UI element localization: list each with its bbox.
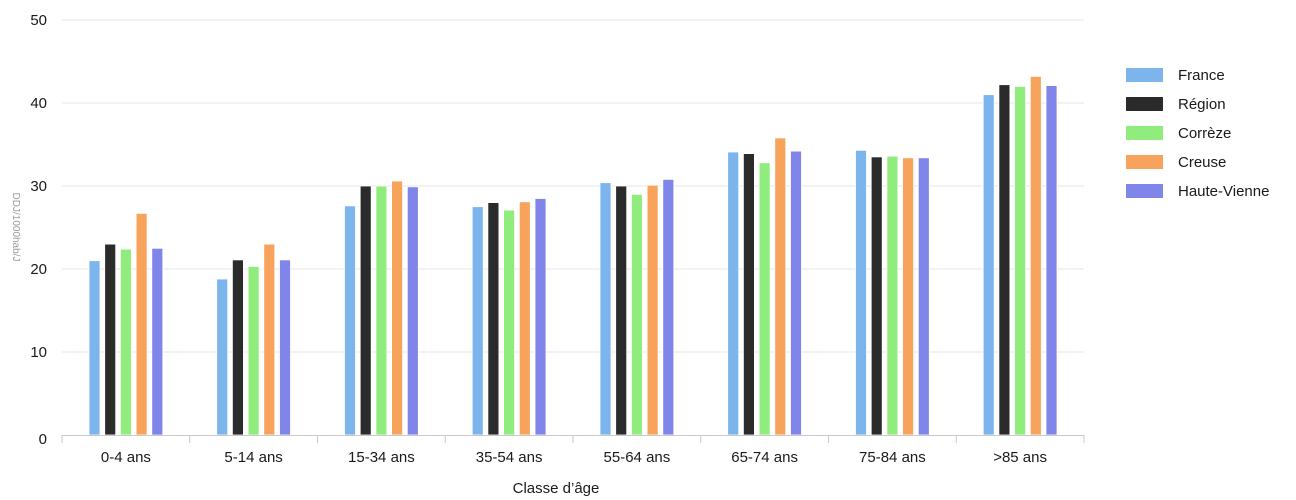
x-axis-title: Classe d’âge bbox=[513, 480, 600, 497]
legend-item[interactable]: Haute-Vienne bbox=[1126, 183, 1269, 200]
y-tick-label: 50 bbox=[30, 12, 47, 29]
bar bbox=[391, 180, 404, 436]
legend-label: Corrèze bbox=[1178, 125, 1231, 142]
x-tick-label: 35-54 ans bbox=[476, 449, 543, 466]
bar bbox=[135, 212, 148, 436]
legend-swatch bbox=[1126, 155, 1163, 169]
bar bbox=[917, 157, 930, 436]
legend-swatch bbox=[1126, 126, 1163, 140]
bar bbox=[518, 201, 531, 436]
y-tick-label: 0 bbox=[39, 431, 47, 448]
bar bbox=[471, 206, 484, 436]
bar bbox=[151, 247, 164, 436]
gridlines bbox=[62, 19, 1084, 353]
bar bbox=[774, 137, 787, 436]
bar bbox=[615, 185, 628, 436]
legend-label: Haute-Vienne bbox=[1178, 183, 1269, 200]
bar bbox=[344, 205, 356, 436]
bar bbox=[855, 149, 867, 436]
bar bbox=[104, 243, 117, 436]
x-axis-ticks: 0-4 ans 5-14 ans 15-34 ans 35-54 ans 55-64 a… bbox=[101, 449, 1047, 466]
bar bbox=[359, 185, 372, 436]
legend-item[interactable]: Corrèze bbox=[1126, 125, 1231, 142]
x-tick-label: 0-4 ans bbox=[101, 449, 151, 466]
legend-label: Région bbox=[1178, 96, 1226, 113]
legend-swatch bbox=[1126, 97, 1163, 111]
bar bbox=[662, 178, 675, 436]
y-tick-label: 10 bbox=[30, 344, 47, 361]
bar bbox=[631, 193, 643, 436]
bar bbox=[758, 162, 771, 436]
legend-swatch bbox=[1126, 184, 1163, 198]
bar bbox=[1014, 86, 1026, 436]
bar bbox=[982, 94, 995, 436]
legend-item[interactable]: France bbox=[1126, 67, 1225, 84]
bar bbox=[599, 182, 612, 436]
x-tick-label: 55-64 ans bbox=[604, 449, 671, 466]
bar bbox=[998, 84, 1011, 436]
y-tick-label: 30 bbox=[30, 178, 47, 195]
legend-item[interactable]: Région bbox=[1126, 96, 1226, 113]
bar bbox=[279, 259, 291, 436]
bar bbox=[1045, 85, 1058, 436]
legend: France Région Corrèze Creuse Haute-Vienne bbox=[1126, 67, 1269, 200]
bar bbox=[406, 186, 419, 436]
x-tick-label: >85 ans bbox=[993, 449, 1047, 466]
bar bbox=[743, 153, 755, 436]
bar bbox=[120, 248, 132, 436]
bar bbox=[902, 157, 914, 436]
legend-item[interactable]: Creuse bbox=[1126, 154, 1226, 171]
x-tick-label: 5-14 ans bbox=[224, 449, 282, 466]
bar bbox=[646, 184, 659, 436]
bar bbox=[375, 185, 388, 436]
x-axis bbox=[61, 435, 1085, 443]
bar bbox=[263, 243, 276, 436]
x-tick-label: 15-34 ans bbox=[348, 449, 415, 466]
y-axis-title: DDJ/1000hab/J bbox=[10, 193, 21, 262]
bar bbox=[503, 209, 516, 436]
y-tick-label: 20 bbox=[30, 261, 47, 278]
x-tick-label: 65-74 ans bbox=[731, 449, 798, 466]
x-tick-label: 75-84 ans bbox=[859, 449, 926, 466]
legend-label: Creuse bbox=[1178, 154, 1226, 171]
bar bbox=[247, 266, 260, 436]
legend-label: France bbox=[1178, 67, 1225, 84]
bar bbox=[534, 198, 547, 436]
legend-swatch bbox=[1126, 68, 1163, 82]
bar bbox=[790, 150, 802, 436]
bar bbox=[870, 156, 883, 436]
bar bbox=[88, 260, 101, 436]
bar bbox=[1029, 76, 1042, 436]
bars bbox=[88, 76, 1058, 436]
bar bbox=[487, 202, 500, 436]
bar bbox=[886, 155, 899, 436]
bar bbox=[216, 278, 229, 436]
bar bbox=[231, 259, 244, 436]
y-tick-label: 40 bbox=[30, 95, 47, 112]
bar bbox=[727, 151, 740, 436]
y-axis-ticks: 0 10 20 30 40 50 bbox=[30, 12, 47, 448]
